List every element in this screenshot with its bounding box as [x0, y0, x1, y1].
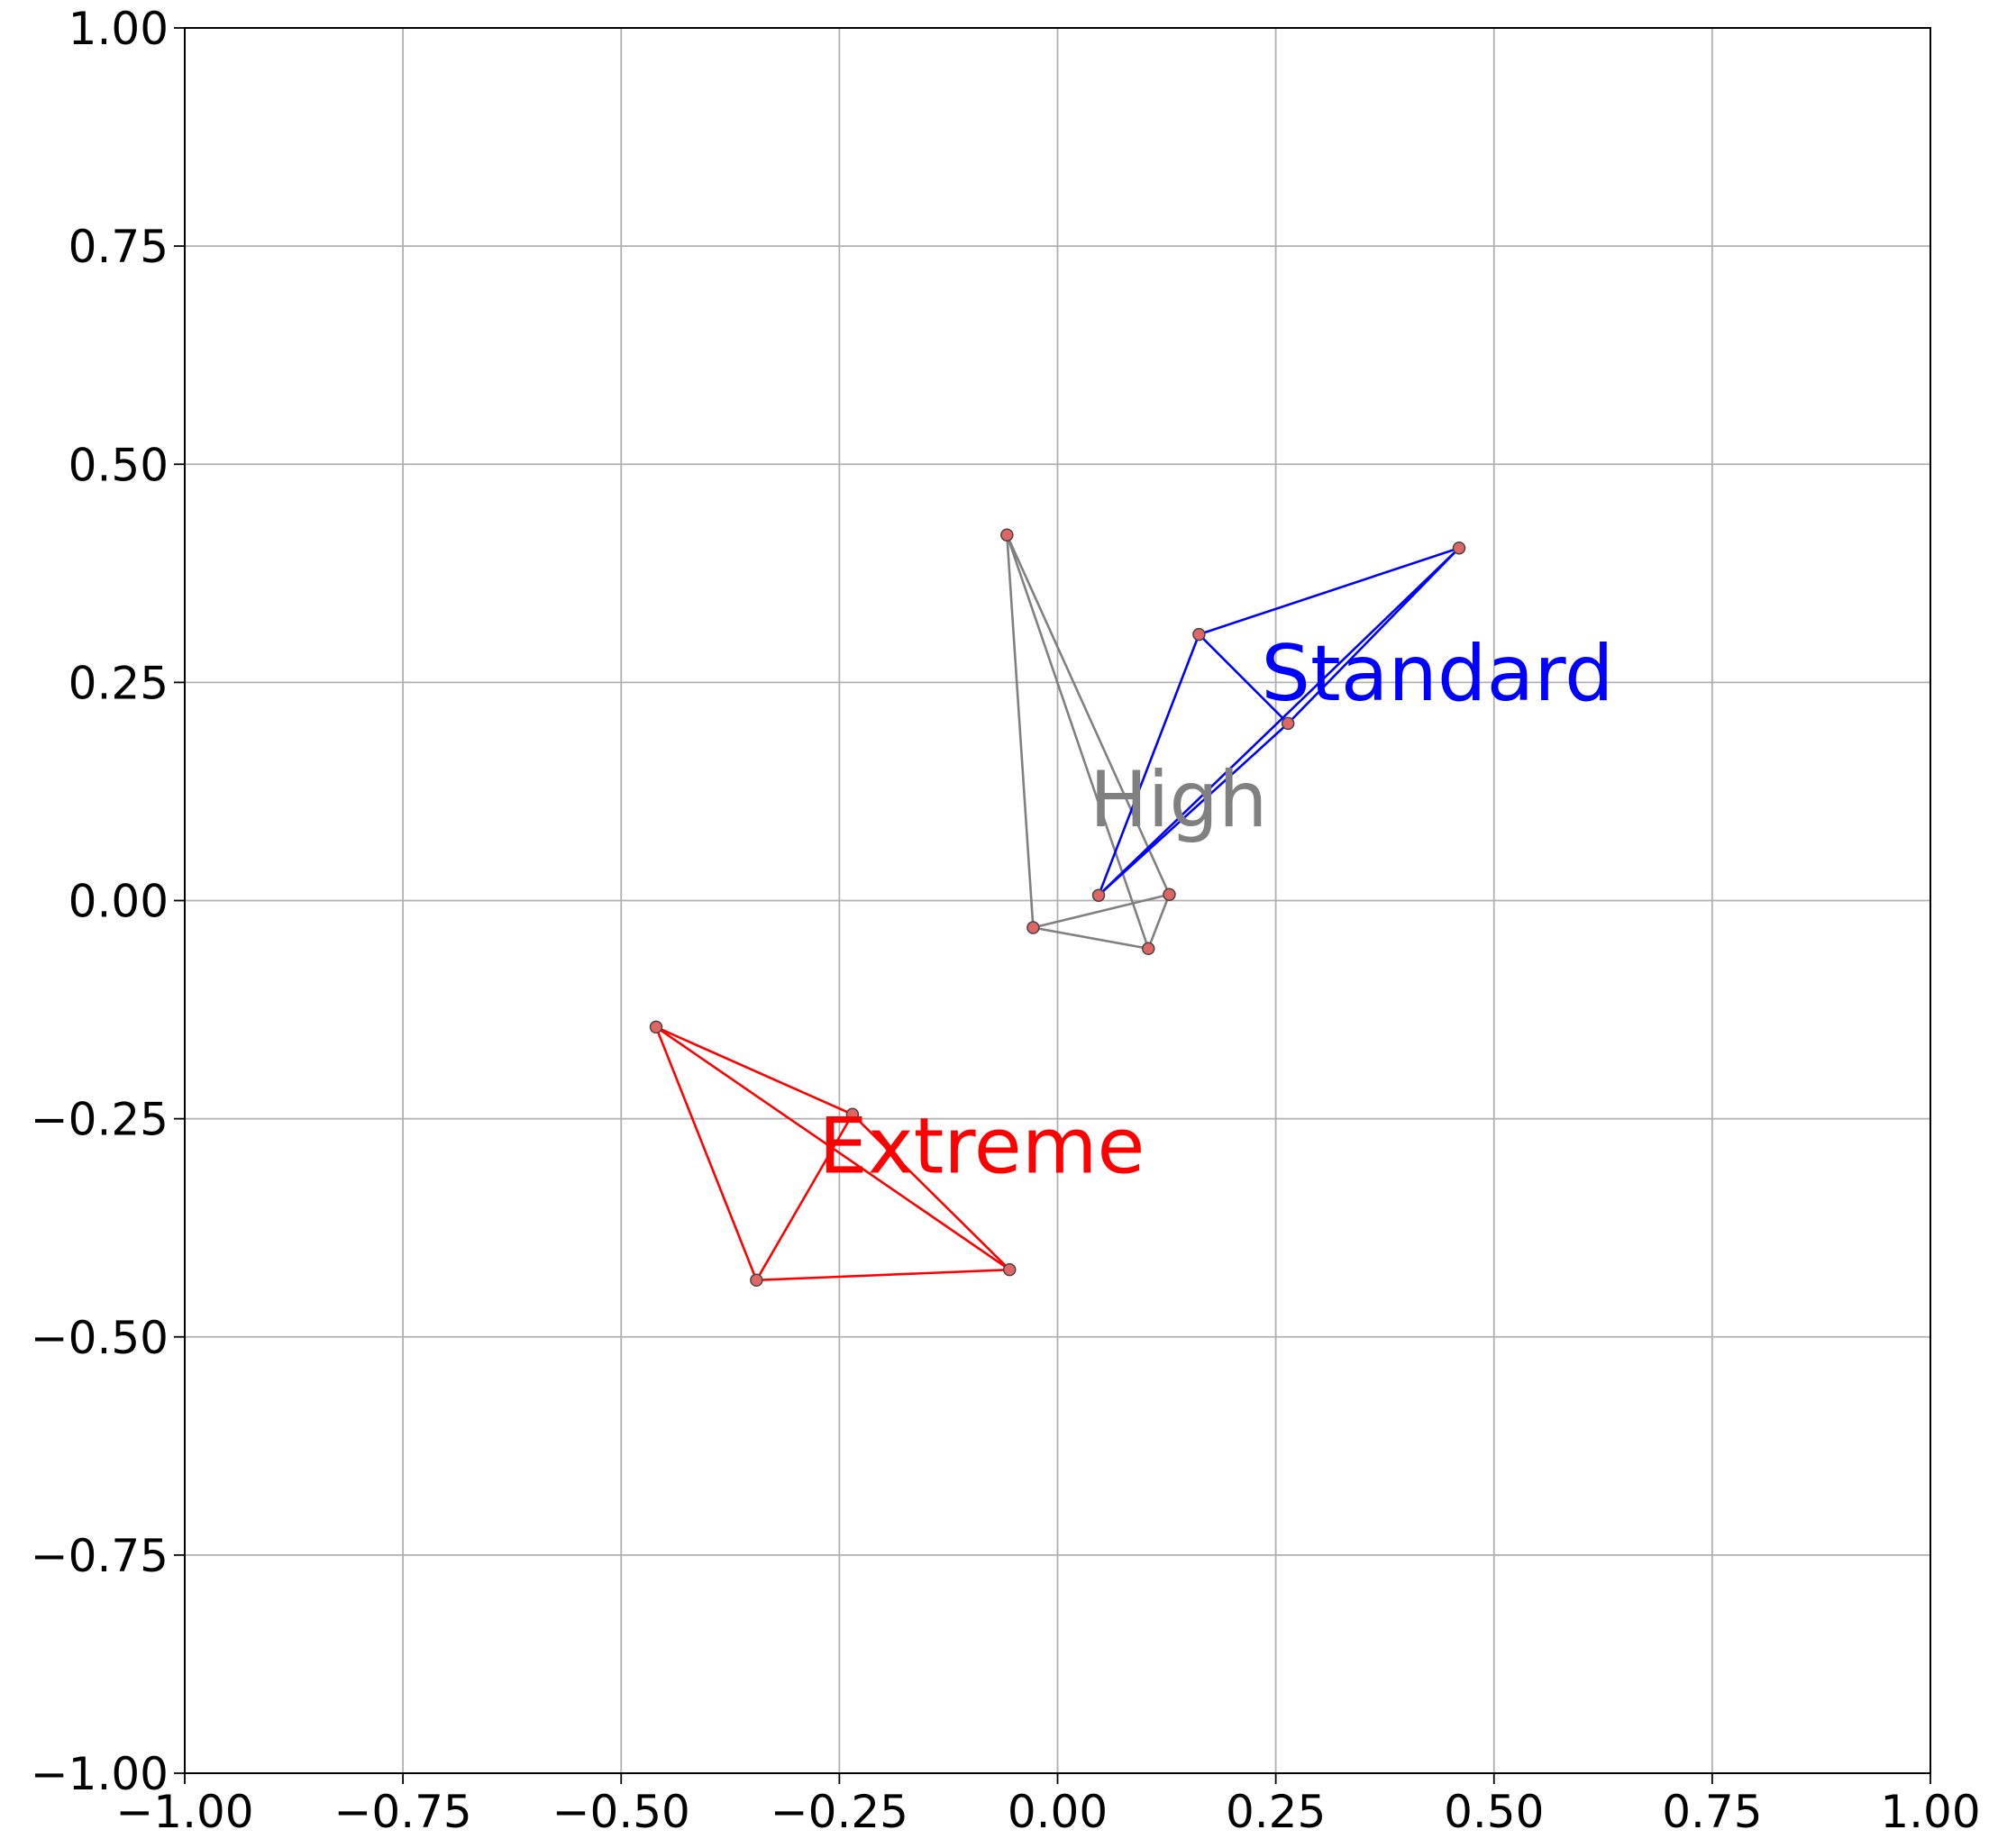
x-tick-label: −0.25 [771, 1786, 908, 1838]
edge-path [1006, 534, 1172, 951]
y-tick-label: 1.00 [68, 3, 169, 55]
y-tick-label: −0.75 [31, 1530, 169, 1582]
node-marker [1452, 541, 1466, 555]
node-marker [1026, 921, 1040, 934]
y-tick-label: −1.00 [31, 1748, 169, 1800]
edge-path [1097, 546, 1460, 897]
x-tick-label: 1.00 [1880, 1786, 1980, 1838]
y-tick-label: −0.25 [31, 1094, 169, 1146]
x-tick-label: 0.50 [1444, 1786, 1544, 1838]
node-marker [1091, 888, 1106, 902]
node-marker [1281, 716, 1295, 731]
node-marker [1000, 528, 1014, 542]
node-marker [845, 1107, 860, 1122]
y-tick-label: 0.50 [68, 439, 169, 491]
plot-frame [184, 27, 1931, 1774]
x-tick-label: 0.00 [1008, 1786, 1108, 1838]
x-tick-label: 0.75 [1662, 1786, 1762, 1838]
node-marker [1141, 942, 1155, 956]
node-marker [1163, 888, 1176, 901]
node-marker [1192, 627, 1206, 642]
group-label: Extreme [818, 1102, 1145, 1192]
y-tick-label: −0.50 [31, 1312, 169, 1364]
y-tick-label: 0.00 [68, 876, 169, 928]
y-tick-label: 0.25 [68, 657, 169, 709]
x-tick-label: −0.50 [552, 1786, 690, 1838]
group-label: Standard [1261, 629, 1613, 719]
x-tick-label: −1.00 [115, 1786, 253, 1838]
x-tick-label: −0.75 [334, 1786, 472, 1838]
node-marker [1002, 1262, 1017, 1277]
group-label: High [1090, 755, 1268, 845]
node-marker [750, 1273, 763, 1288]
y-tick-label: 0.75 [68, 221, 169, 273]
edge-path [654, 1025, 1014, 1282]
node-marker [649, 1020, 663, 1034]
x-tick-label: 0.25 [1226, 1786, 1326, 1838]
